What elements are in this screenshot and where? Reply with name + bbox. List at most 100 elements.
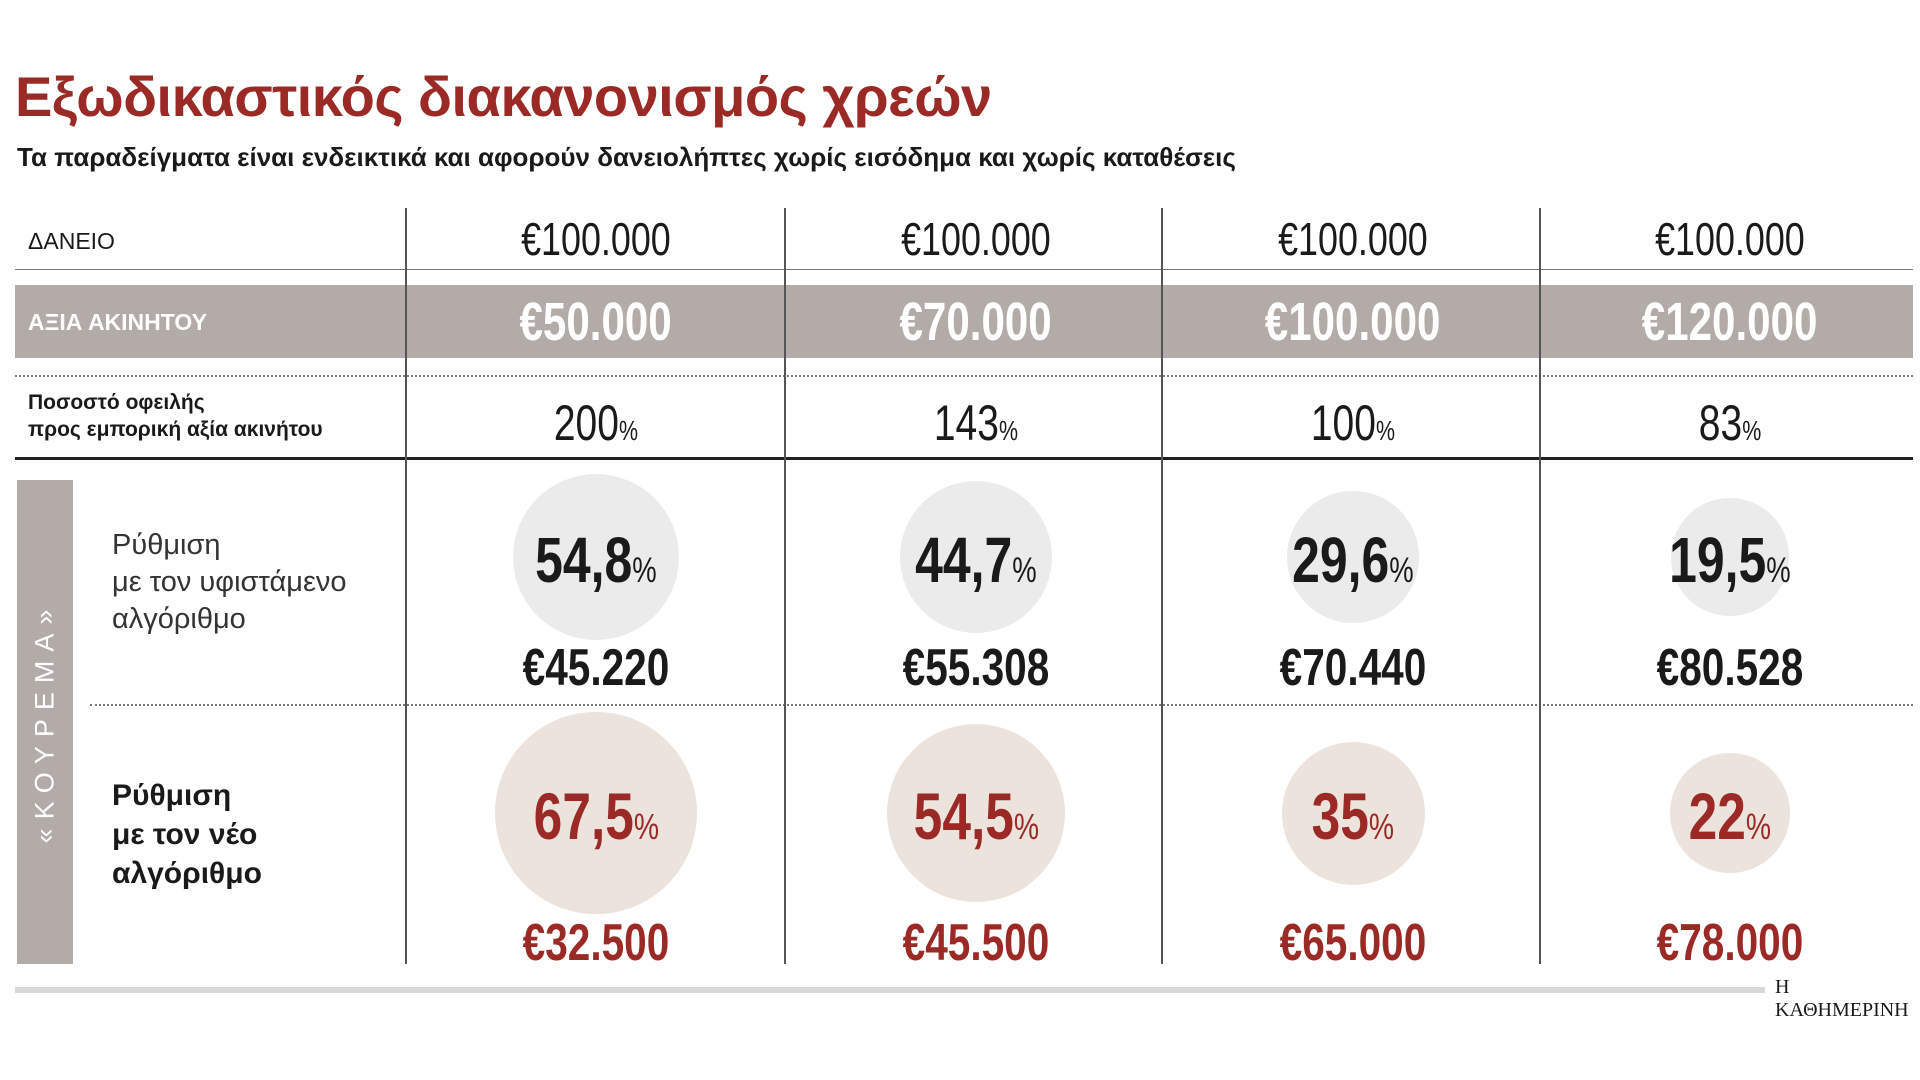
loan-label: ΔΑΝΕΙΟ: [28, 228, 115, 254]
divider: [15, 269, 1913, 270]
ratio-value: 200%: [554, 394, 638, 452]
property-value: €120.000: [1642, 292, 1818, 352]
label-line: αλγόριθμο: [112, 857, 262, 890]
current-pct-number: 29,6: [1292, 524, 1390, 596]
dotted-divider: [90, 704, 1913, 706]
current-amount: €80.528: [1656, 639, 1804, 697]
new-algorithm-label: Ρύθμιση με τον νέο αλγόριθμο: [112, 776, 262, 893]
percent-sign: %: [1369, 806, 1395, 847]
footer-line: [15, 987, 1765, 993]
new-haircut-circle: [1281, 741, 1425, 885]
ratio-number: 200: [553, 395, 619, 451]
current-pct-value: 29,6%: [1292, 523, 1414, 597]
new-amount: €45.500: [902, 914, 1050, 972]
value-cell: €80.528: [1541, 638, 1919, 698]
current-haircut-circle: [1671, 498, 1789, 616]
label-line: με τον νέο: [112, 818, 258, 851]
percent-sign: %: [998, 415, 1019, 446]
new-haircut-circle: [1670, 753, 1790, 873]
new-amount: €65.000: [1279, 914, 1427, 972]
loan-value: €100.000: [901, 213, 1051, 265]
value-cell: 19,5%: [1541, 523, 1919, 597]
current-haircut-circle: [899, 480, 1053, 634]
current-amount: €45.220: [522, 639, 670, 697]
loan-value: €100.000: [1278, 213, 1428, 265]
value-cell: 35%: [1164, 778, 1542, 854]
percent-sign: %: [1389, 551, 1414, 590]
ratio-value: 100%: [1311, 394, 1395, 452]
current-amount: €70.440: [1279, 639, 1427, 697]
value-cell: 143%: [787, 394, 1165, 452]
value-cell: €45.500: [787, 913, 1165, 973]
label-line: με τον υφιστάμενο: [112, 566, 347, 598]
percent-sign: %: [1742, 415, 1762, 446]
brand-logo: Η ΚΑΘΗΜΕΡΙΝΗ: [1775, 976, 1909, 1021]
value-cell: €70.440: [1164, 638, 1542, 698]
ratio-value: 83%: [1699, 394, 1761, 452]
current-pct-number: 44,7: [915, 524, 1013, 596]
label-line: αλγόριθμο: [112, 603, 246, 635]
value-cell: €32.500: [407, 913, 785, 973]
new-pct-value: 67,5%: [533, 778, 658, 854]
value-cell: €78.000: [1541, 913, 1919, 973]
ratio-label: Ποσοστό οφειλής προς εμπορική αξία ακινή…: [28, 389, 323, 443]
column-divider: [405, 208, 407, 964]
value-cell: 200%: [407, 394, 785, 452]
ratio-number: 83: [1698, 395, 1743, 451]
new-pct-number: 67,5: [533, 779, 634, 853]
subtitle: Τα παραδείγματα είναι ενδεικτικά και αφο…: [17, 142, 1236, 172]
value-cell: 100%: [1164, 394, 1542, 452]
new-pct-number: 35: [1311, 779, 1370, 853]
ratio-number: 143: [933, 395, 999, 451]
haircut-label: «ΚΟΥΡΕΜΑ»: [29, 600, 60, 844]
current-pct-value: 54,8%: [535, 523, 657, 597]
label-line: Ρύθμιση: [112, 529, 221, 561]
percent-sign: %: [1012, 551, 1037, 590]
thick-divider: [15, 457, 1913, 460]
loan-value: €100.000: [521, 213, 671, 265]
current-pct-value: 19,5%: [1669, 523, 1791, 597]
value-cell: 54,8%: [407, 523, 785, 597]
current-pct-number: 54,8: [535, 524, 633, 596]
property-value: €100.000: [1265, 292, 1441, 352]
percent-sign: %: [1746, 806, 1772, 847]
value-cell: €100.000: [787, 212, 1165, 266]
value-cell: €100.000: [1164, 212, 1542, 266]
current-amount: €55.308: [902, 639, 1050, 697]
current-pct-number: 19,5: [1669, 524, 1767, 596]
new-pct-value: 22%: [1689, 778, 1771, 854]
percent-sign: %: [632, 551, 657, 590]
percent-sign: %: [1013, 806, 1039, 847]
value-cell: €100.000: [407, 212, 785, 266]
current-haircut-circle: [512, 473, 680, 641]
value-cell: €65.000: [1164, 913, 1542, 973]
new-pct-number: 54,5: [913, 779, 1014, 853]
property-band: [15, 285, 1913, 358]
percent-sign: %: [633, 806, 659, 847]
property-label: ΑΞΙΑ ΑΚΙΝΗΤΟΥ: [28, 309, 208, 335]
haircut-band: «ΚΟΥΡΕΜΑ»: [17, 480, 73, 964]
value-cell: €45.220: [407, 638, 785, 698]
value-cell: 29,6%: [1164, 523, 1542, 597]
current-pct-value: 44,7%: [915, 523, 1037, 597]
label-line: Ρύθμιση: [112, 779, 232, 812]
column-divider: [1161, 208, 1163, 964]
property-value: €50.000: [519, 292, 673, 352]
new-amount: €78.000: [1656, 914, 1804, 972]
new-pct-value: 35%: [1312, 778, 1394, 854]
percent-sign: %: [618, 415, 639, 446]
percent-sign: %: [1375, 415, 1396, 446]
column-divider: [1539, 208, 1541, 964]
dotted-divider: [15, 375, 1913, 377]
new-haircut-circle: [886, 723, 1066, 903]
value-cell: 67,5%: [407, 778, 785, 854]
value-cell: €100.000: [1164, 291, 1542, 353]
new-amount: €32.500: [522, 914, 670, 972]
current-haircut-circle: [1287, 491, 1419, 623]
ratio-label-line: προς εμπορική αξία ακινήτου: [28, 418, 323, 441]
property-value: €70.000: [899, 292, 1053, 352]
page-title: Εξωδικαστικός διακανονισμός χρεών: [15, 65, 992, 128]
value-cell: €50.000: [407, 291, 785, 353]
loan-value: €100.000: [1655, 213, 1805, 265]
value-cell: €120.000: [1541, 291, 1919, 353]
